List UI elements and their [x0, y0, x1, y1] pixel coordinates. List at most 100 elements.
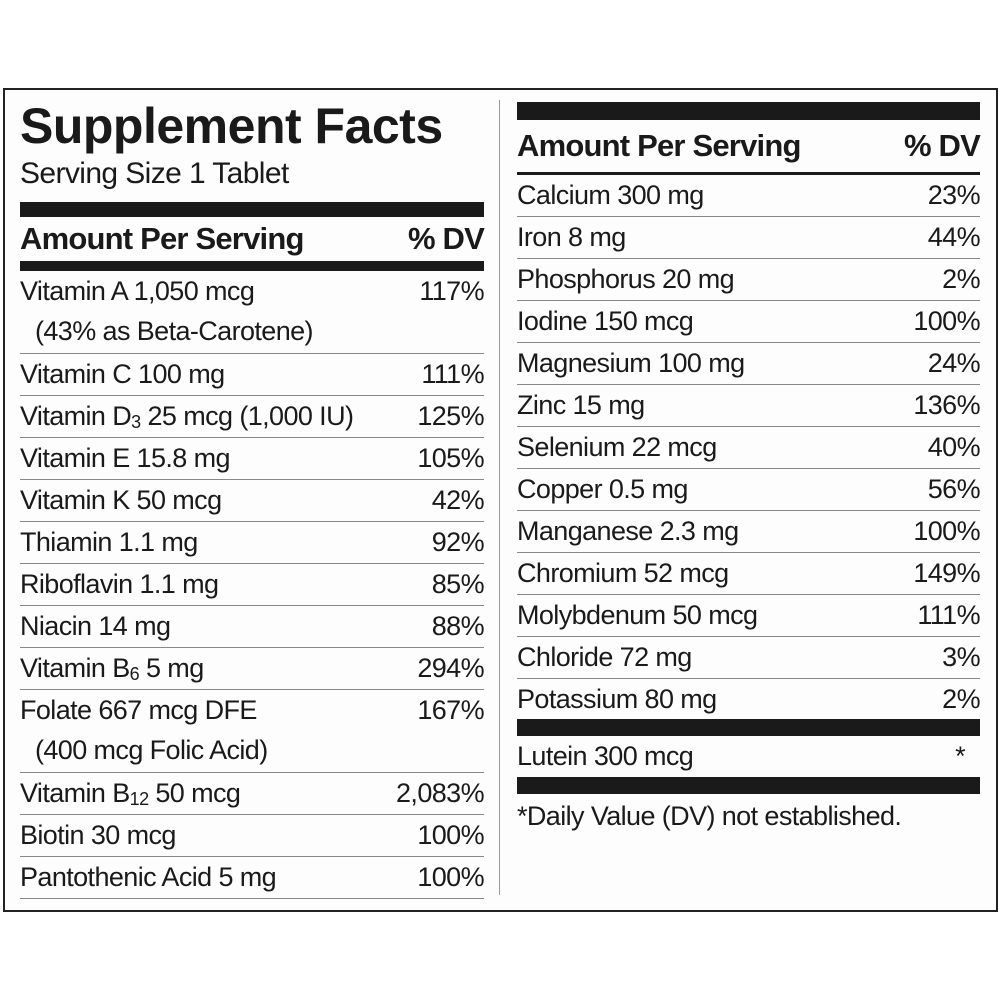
nutrient-name: Biotin 30 mcg	[20, 815, 176, 856]
nutrient-name-line: Vitamin C 100 mg	[20, 354, 225, 394]
nutrient-name: Vitamin B12 50 mcg	[20, 773, 241, 814]
nutrient-dv: 294%	[417, 653, 484, 683]
nutrient-row: Molybdenum 50 mcg 111%	[517, 595, 981, 637]
footnote: *Daily Value (DV) not established.	[517, 801, 902, 831]
nutrient-dv: 100%	[417, 862, 484, 892]
nutrient-dv: 111%	[421, 359, 484, 389]
lutein-row: Lutein 300 mcg *	[517, 736, 980, 777]
nutrient-name: Manganese 2.3 mg	[517, 516, 739, 546]
nutrient-name-line: Pantothenic Acid 5 mg	[20, 857, 277, 897]
nutrient-dv: 125%	[417, 401, 484, 431]
nutrient-dv: 3%	[942, 642, 980, 672]
name-text: Vitamin K 50 mcg	[20, 485, 222, 515]
nutrient-row: Calcium 300 mg 23%	[517, 175, 981, 217]
nutrient-dv: 92%	[431, 527, 485, 557]
nutrient-row: Thiamin 1.1 mg 92%	[20, 522, 485, 564]
nutrient-name-line: Vitamin A 1,050 mcg	[20, 271, 313, 311]
nutrient-dv: 100%	[417, 820, 484, 850]
nutrient-dv: 2,083%	[396, 778, 485, 808]
nutrient-dv: 105%	[417, 443, 484, 473]
name-text: Vitamin D	[20, 401, 132, 431]
nutrient-dv: 40%	[927, 432, 981, 462]
table-header: Amount Per Serving % DV	[20, 217, 485, 261]
nutrient-dv: 42%	[431, 485, 485, 515]
nutrient-dv: 149%	[913, 558, 980, 588]
nutrient-row: Selenium 22 mcg 40%	[517, 427, 981, 469]
thick-divider	[20, 261, 484, 271]
nutrient-dv: 2%	[942, 264, 980, 294]
nutrient-name: Molybdenum 50 mcg	[517, 600, 758, 630]
nutrient-name: Thiamin 1.1 mg	[20, 522, 198, 563]
nutrient-dv: 85%	[431, 569, 485, 599]
name-text: Vitamin C 100 mg	[20, 359, 225, 389]
nutrient-dv: 23%	[927, 180, 981, 210]
nutrient-row: Chromium 52 mcg 149%	[517, 553, 981, 595]
nutrient-name: Vitamin A 1,050 mcg (43% as Beta-Carotene…	[20, 271, 314, 353]
subscript: 3	[131, 412, 141, 432]
nutrient-name: Vitamin K 50 mcg	[20, 480, 222, 521]
nutrient-name: Pantothenic Acid 5 mg	[20, 857, 277, 898]
nutrient-note: (400 mcg Folic Acid)	[35, 735, 268, 765]
nutrient-row: Niacin 14 mg 88%	[20, 606, 485, 648]
nutrient-dv: 56%	[927, 474, 981, 504]
nutrient-name-line: Riboflavin 1.1 mg	[20, 564, 219, 604]
thick-divider	[517, 719, 980, 736]
nutrient-name: Vitamin C 100 mg	[20, 354, 225, 395]
name-text: Folate 667 mcg DFE	[20, 695, 257, 725]
nutrient-name-line: Vitamin E 15.8 mg	[20, 438, 231, 478]
nutrient-name: Iron 8 mg	[517, 222, 626, 252]
name-text: Vitamin B	[20, 653, 130, 683]
name-text: Vitamin B	[20, 778, 130, 808]
nutrient-name-line: Vitamin B12 50 mcg	[20, 773, 241, 819]
right-nutrient-list: Calcium 300 mg 23% Iron 8 mg 44% Phosphorus …	[517, 175, 981, 720]
panel-title: Supplement Facts	[20, 98, 443, 154]
nutrient-name: Zinc 15 mg	[517, 390, 645, 420]
nutrient-row: Zinc 15 mg 136%	[517, 385, 981, 427]
nutrient-row: Vitamin D3 25 mcg (1,000 IU) 125%	[20, 396, 485, 438]
nutrient-row: Vitamin K 50 mcg 42%	[20, 480, 485, 522]
nutrient-name-line: Niacin 14 mg	[20, 606, 171, 646]
nutrient-row: Iodine 150 mcg 100%	[517, 301, 981, 343]
nutrient-name: Niacin 14 mg	[20, 606, 171, 647]
nutrient-dv: 100%	[913, 516, 980, 546]
nutrient-name-line: Folate 667 mcg DFE	[20, 690, 268, 730]
nutrient-dv: 2%	[942, 684, 980, 714]
nutrient-row: Iron 8 mg 44%	[517, 217, 981, 259]
nutrient-row: Potassium 80 mg 2%	[517, 679, 981, 720]
nutrient-row: Chloride 72 mg 3%	[517, 637, 981, 679]
nutrient-name: Phosphorus 20 mg	[517, 264, 735, 294]
supplement-facts-panel	[3, 88, 998, 912]
nutrient-dv: 24%	[927, 348, 981, 378]
left-nutrient-list: Vitamin A 1,050 mcg (43% as Beta-Carotene…	[20, 271, 485, 899]
nutrient-name: Iodine 150 mcg	[517, 306, 694, 336]
nutrient-dv: 88%	[431, 611, 485, 641]
nutrient-row: Magnesium 100 mg 24%	[517, 343, 981, 385]
dv-header: % DV	[903, 128, 981, 163]
nutrient-dv: 117%	[419, 276, 484, 306]
name-text: 50 mcg	[148, 778, 241, 808]
nutrient-dv: 44%	[927, 222, 981, 252]
nutrient-name: Chloride 72 mg	[517, 642, 692, 672]
nutrient-dv: 111%	[917, 600, 980, 630]
thick-divider	[517, 102, 980, 120]
nutrient-name-line: Vitamin D3 25 mcg (1,000 IU)	[20, 396, 354, 442]
subscript: 6	[129, 664, 140, 684]
name-text: Riboflavin 1.1 mg	[20, 569, 219, 599]
thick-divider	[20, 202, 484, 217]
nutrient-row: Phosphorus 20 mg 2%	[517, 259, 981, 301]
nutrient-row: Vitamin B6 5 mg 294%	[20, 648, 485, 690]
nutrient-row: Riboflavin 1.1 mg 85%	[20, 564, 485, 606]
name-text: Vitamin E 15.8 mg	[20, 443, 231, 473]
nutrient-row: Biotin 30 mcg 100%	[20, 815, 485, 857]
nutrient-dv: 100%	[913, 306, 980, 336]
table-header: Amount Per Serving % DV	[517, 120, 981, 175]
name-text: Thiamin 1.1 mg	[20, 527, 198, 557]
nutrient-name: Vitamin D3 25 mcg (1,000 IU)	[20, 396, 354, 437]
nutrient-row: Vitamin C 100 mg 111%	[20, 354, 485, 396]
column-divider	[499, 100, 500, 895]
nutrient-name-line: Thiamin 1.1 mg	[20, 522, 198, 562]
nutrient-name: Selenium 22 mcg	[517, 432, 717, 462]
thick-divider	[517, 777, 980, 794]
amount-header: Amount Per Serving	[20, 221, 304, 256]
nutrient-name: Calcium 300 mg	[517, 180, 704, 210]
